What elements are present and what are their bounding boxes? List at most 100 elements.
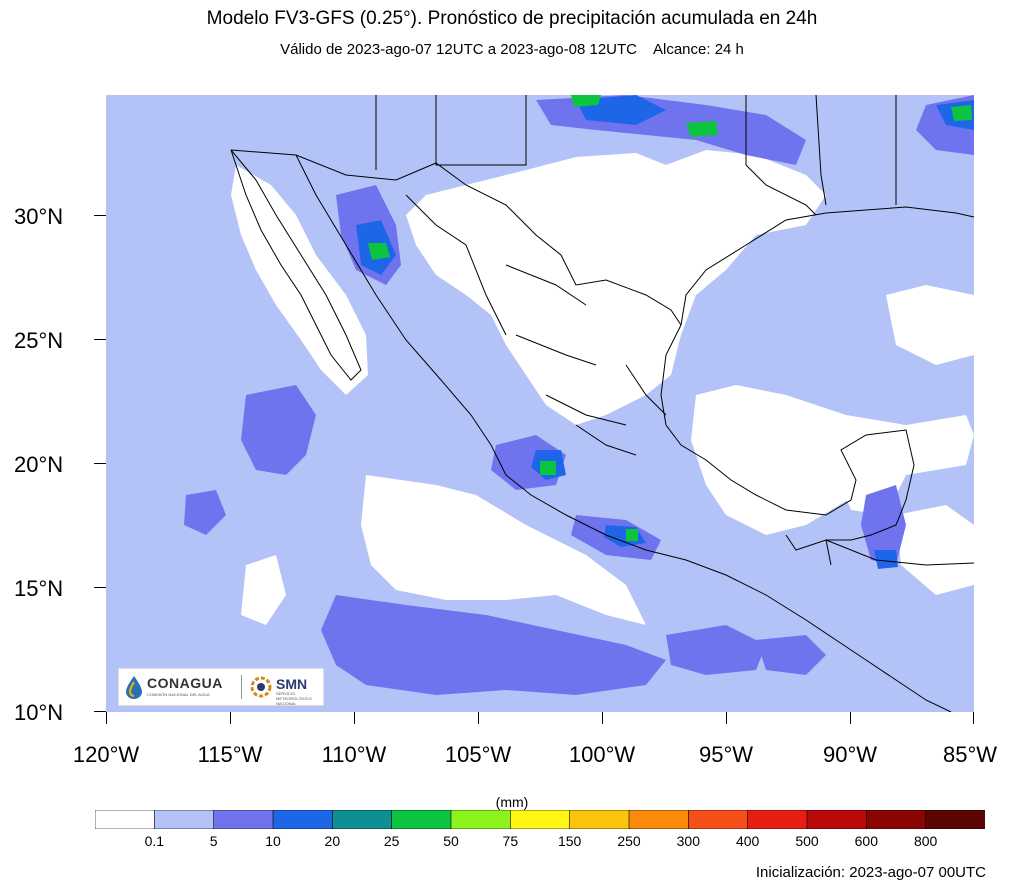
valid-period: Válido de 2023-ago-07 12UTC a 2023-ago-0… bbox=[280, 41, 637, 58]
colorbar-label: 75 bbox=[502, 833, 519, 849]
central-america-coast bbox=[825, 539, 974, 566]
agency-logos: CONAGUA COMISIÓN NACIONAL DEL AGUA SMN S… bbox=[118, 668, 324, 706]
mainland-pacific-coast bbox=[295, 154, 952, 712]
colorbar-label: 10 bbox=[265, 833, 281, 849]
colorbar-segment bbox=[688, 810, 749, 829]
lon-label-90: 90°W bbox=[822, 742, 878, 767]
lat-tick-20 bbox=[94, 463, 106, 464]
smn-subtitle: SERVICIO METEOROLÓGICO NACIONAL bbox=[276, 691, 312, 706]
lat-tick-15 bbox=[94, 587, 106, 588]
forecast-range: Alcance: 24 h bbox=[653, 41, 744, 58]
colorbar-units: (mm) bbox=[495, 794, 529, 810]
rain-peak-guerrero bbox=[626, 529, 638, 541]
colorbar-segment bbox=[95, 810, 156, 829]
colorbar-segment bbox=[213, 810, 274, 829]
colorbar-segment bbox=[332, 810, 393, 829]
colorbar-segment bbox=[866, 810, 927, 829]
dry-area-caribbean bbox=[896, 505, 974, 595]
lon-label-100: 100°W bbox=[568, 742, 636, 767]
dry-area-pacific-small bbox=[241, 555, 286, 625]
rain-peak-northeast bbox=[951, 105, 972, 121]
colorbar-segment bbox=[569, 810, 630, 829]
colorbar-label: 25 bbox=[383, 833, 400, 849]
lon-label-95: 95°W bbox=[698, 742, 754, 767]
precipitation-map bbox=[106, 95, 974, 712]
conagua-logo-icon bbox=[126, 676, 142, 699]
rain-area-pacific-west bbox=[184, 490, 226, 535]
us-state-line-4 bbox=[815, 95, 827, 206]
lat-label-30: 30°N bbox=[14, 204, 64, 229]
lon-tick-115 bbox=[230, 712, 231, 724]
coastlines-borders bbox=[230, 95, 974, 712]
map-title: Modelo FV3-GFS (0.25°). Pronóstico de pr… bbox=[206, 8, 818, 29]
rain-peak-michoacan bbox=[540, 461, 556, 475]
colorbar-segment bbox=[154, 810, 215, 829]
colorbar-label: 800 bbox=[913, 833, 938, 849]
rain-peak-north-center bbox=[686, 121, 718, 137]
colorbar-segment bbox=[747, 810, 808, 829]
colorbar-segment bbox=[925, 810, 985, 829]
dry-area-atlantic bbox=[886, 285, 974, 365]
lon-label-110: 110°W bbox=[321, 742, 387, 767]
rain-area-south-band bbox=[321, 595, 666, 695]
mexico-gulf-coast bbox=[660, 324, 915, 541]
state-lines-mx bbox=[405, 194, 667, 456]
lon-tick-120 bbox=[106, 712, 107, 724]
colorbar bbox=[95, 810, 985, 829]
lat-tick-10 bbox=[94, 711, 106, 712]
lat-tick-30 bbox=[94, 215, 106, 216]
rain-peak-sonora bbox=[368, 243, 390, 260]
conagua-subtitle: COMISIÓN NACIONAL DEL AGUA bbox=[147, 692, 210, 697]
colorbar-segment bbox=[806, 810, 868, 829]
colorbar-label: 0.1 bbox=[144, 833, 165, 849]
gulf-coast-usa bbox=[680, 206, 974, 326]
initialization-time: Inicialización: 2023-ago-07 00UTC bbox=[755, 864, 986, 881]
colorbar-label: 600 bbox=[854, 833, 878, 849]
lon-tick-95 bbox=[726, 712, 727, 724]
colorbar-label: 500 bbox=[795, 833, 819, 849]
dry-area-pacific bbox=[361, 475, 646, 625]
colorbar-label: 5 bbox=[209, 833, 218, 849]
colorbar-label: 250 bbox=[617, 833, 641, 849]
colorbar-label: 400 bbox=[735, 833, 760, 849]
usa-mexico-border bbox=[230, 149, 682, 326]
colorbar-segment bbox=[510, 810, 571, 829]
rain-peak-north bbox=[571, 95, 601, 107]
lat-tick-25 bbox=[94, 339, 106, 340]
rain-area-south-east bbox=[666, 625, 766, 675]
lon-label-115: 115°W bbox=[197, 742, 263, 767]
lon-tick-105 bbox=[478, 712, 479, 724]
lat-label-25: 25°N bbox=[14, 328, 64, 353]
colorbar-label: 300 bbox=[676, 833, 700, 849]
rain-area-east-pacific bbox=[756, 635, 826, 675]
colorbar-segment bbox=[628, 810, 690, 829]
lon-label-120: 120°W bbox=[72, 742, 140, 767]
colorbar-segment bbox=[272, 810, 334, 829]
lon-label-85: 85°W bbox=[942, 742, 998, 767]
smn-logo-icon bbox=[250, 676, 272, 698]
colorbar-segment bbox=[391, 810, 452, 829]
lon-tick-100 bbox=[602, 712, 603, 724]
lon-tick-110 bbox=[354, 712, 355, 724]
dry-areas bbox=[231, 150, 974, 625]
colorbar-label: 150 bbox=[557, 833, 582, 849]
us-state-line-3 bbox=[745, 95, 817, 216]
colorbar-label: 20 bbox=[324, 833, 341, 849]
us-state-line-2 bbox=[435, 95, 527, 166]
logo-separator bbox=[241, 675, 242, 699]
lat-label-10: 10°N bbox=[14, 700, 64, 725]
map-subtitle: Válido de 2023-ago-07 12UTC a 2023-ago-0… bbox=[0, 41, 1024, 58]
colorbar-label: 50 bbox=[443, 833, 459, 849]
lat-label-20: 20°N bbox=[14, 452, 64, 477]
rain-core-caribbean bbox=[874, 550, 898, 569]
lat-label-15: 15°N bbox=[14, 576, 64, 601]
guatemala-border bbox=[785, 534, 832, 566]
rain-25-50mm bbox=[368, 95, 972, 541]
dry-area-usa-texas bbox=[406, 150, 826, 425]
conagua-name: CONAGUA bbox=[147, 675, 223, 691]
lon-tick-90 bbox=[850, 712, 851, 724]
baja-coast bbox=[230, 149, 362, 381]
smn-name: SMN bbox=[276, 676, 308, 692]
rain-area-caribbean bbox=[861, 485, 906, 565]
lon-tick-85 bbox=[973, 712, 974, 724]
